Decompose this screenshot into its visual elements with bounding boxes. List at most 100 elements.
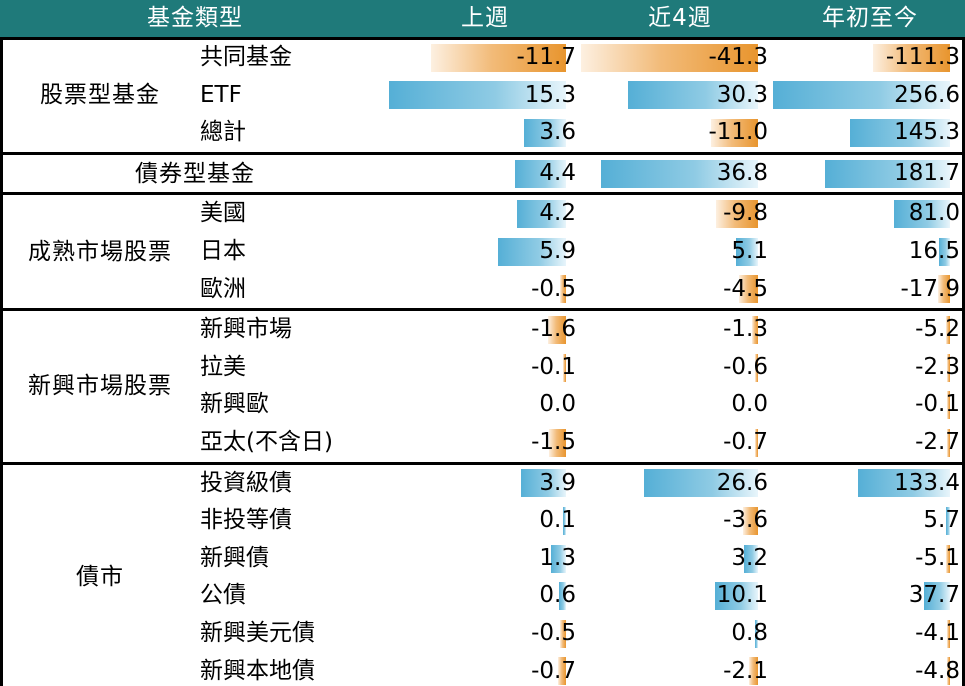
- header-divider: [0, 37, 965, 40]
- value-label: -2.7: [915, 429, 960, 455]
- value-label: 10.1: [716, 582, 768, 609]
- value-bar: [644, 469, 758, 498]
- value-bar: [560, 619, 566, 648]
- value-bar: [858, 469, 950, 498]
- value-bar: [560, 275, 566, 304]
- value-bar: [749, 657, 758, 686]
- value-label: -1.6: [531, 316, 576, 343]
- value-label: 4.4: [539, 159, 576, 186]
- value-label: -3.6: [723, 507, 768, 534]
- table-row: 歐洲 -0.5 -4.5 -17.9: [0, 271, 965, 309]
- value-label: -0.7: [723, 429, 768, 455]
- value-bar: [548, 315, 566, 344]
- value-bar: [558, 657, 566, 686]
- value-label: -41.3: [708, 44, 768, 70]
- value-bar: [563, 353, 566, 382]
- value-bar: [939, 237, 950, 266]
- row-label: 美國: [200, 200, 246, 227]
- table-row: 投資級債 3.9 26.6 133.4: [0, 465, 965, 503]
- value-label: 133.4: [894, 469, 960, 496]
- value-label: 16.5: [908, 238, 960, 264]
- row-label: 新興本地債: [200, 657, 315, 684]
- row-label: 拉美: [200, 353, 246, 380]
- value-bar: [755, 353, 758, 382]
- row-label: 總計: [200, 119, 246, 146]
- value-bar: [744, 544, 758, 573]
- table-row: 美國 4.2 -9.8 81.0: [0, 195, 965, 233]
- value-bar: [563, 506, 566, 535]
- value-label: 37.7: [908, 582, 960, 609]
- value-label: 0.0: [539, 391, 576, 418]
- value-bar: [498, 237, 566, 266]
- value-bar: [581, 43, 758, 72]
- row-label: 歐洲: [200, 275, 246, 302]
- table-row: 新興歐 0.0 0.0 -0.1: [0, 386, 965, 424]
- row-label: 新興債: [200, 544, 269, 571]
- row-label: 投資級債: [200, 469, 292, 496]
- header-last-week: 上週: [461, 5, 509, 31]
- table-row: 公債 0.6 10.1 37.7: [0, 577, 965, 615]
- value-bar: [938, 275, 950, 304]
- value-label: -0.6: [723, 353, 768, 380]
- row-label: 日本: [200, 238, 246, 264]
- value-label: -5.1: [915, 544, 960, 571]
- value-label: 5.7: [923, 507, 960, 534]
- value-label: 256.6: [894, 81, 960, 108]
- row-label: 新興歐: [200, 391, 269, 418]
- header-ytd: 年初至今: [822, 5, 918, 31]
- header-bar: [0, 0, 965, 37]
- group-label: 債市: [76, 564, 124, 591]
- value-bar: [431, 43, 566, 72]
- value-label: 0.0: [731, 391, 768, 418]
- value-label: 81.0: [908, 200, 960, 227]
- value-bar: [947, 657, 950, 686]
- value-label: 0.6: [539, 582, 576, 609]
- value-label: 4.2: [539, 200, 576, 227]
- value-bar: [946, 315, 950, 344]
- value-bar: [873, 43, 950, 72]
- value-bar: [946, 506, 950, 535]
- value-label: -9.8: [723, 200, 768, 227]
- value-bar: [628, 81, 758, 110]
- group-divider: [0, 192, 965, 196]
- value-bar: [559, 582, 566, 611]
- table-row: 4.4 36.8 181.7: [0, 155, 965, 193]
- value-bar: [517, 200, 566, 229]
- value-label: -5.2: [915, 316, 960, 343]
- group-divider: [0, 151, 965, 155]
- table-row: 共同基金 -11.7 -41.3 -111.3: [0, 39, 965, 77]
- value-bar: [755, 428, 758, 457]
- row-label: 新興美元債: [200, 620, 315, 646]
- value-label: 1.3: [539, 544, 576, 571]
- value-label: -17.9: [900, 275, 960, 302]
- value-bar: [601, 159, 758, 188]
- group-label: 成熟市場股票: [28, 238, 172, 265]
- value-bar: [711, 118, 758, 147]
- value-bar: [551, 544, 566, 573]
- value-label: -2.3: [915, 353, 960, 380]
- value-bar: [947, 428, 950, 457]
- row-label: 新興市場: [200, 316, 292, 343]
- group-label: 債券型基金: [135, 160, 255, 187]
- group-label: 新興市場股票: [28, 373, 172, 400]
- value-label: -0.5: [531, 275, 576, 302]
- table-row: 新興市場 -1.6 -1.3 -5.2: [0, 311, 965, 349]
- row-label: 共同基金: [200, 44, 292, 70]
- value-bar: [739, 275, 758, 304]
- value-bar: [716, 200, 758, 229]
- value-bar: [894, 200, 950, 229]
- table-row: 拉美 -0.1 -0.6 -2.3: [0, 349, 965, 387]
- value-label: -111.3: [885, 44, 960, 70]
- value-bar: [755, 619, 758, 648]
- group-divider: [0, 461, 965, 465]
- value-label: -1.3: [723, 316, 768, 343]
- value-bar: [947, 391, 950, 420]
- value-bar: [736, 237, 758, 266]
- value-bar: [515, 159, 566, 188]
- value-label: 0.8: [731, 620, 768, 646]
- value-bar: [946, 544, 950, 573]
- value-label: 3.6: [539, 119, 576, 146]
- value-label: -0.1: [915, 391, 960, 418]
- row-label: 非投等債: [200, 507, 292, 534]
